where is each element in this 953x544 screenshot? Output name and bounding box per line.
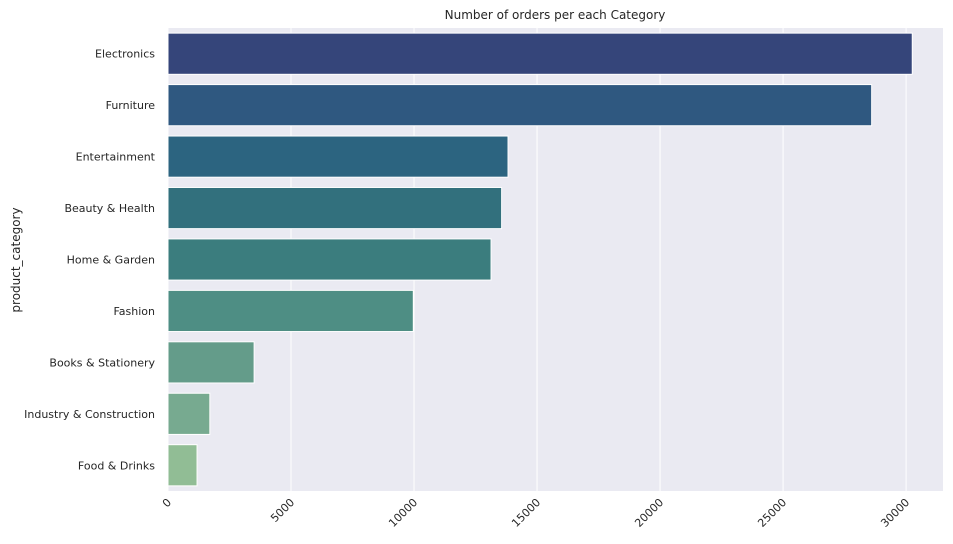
x-tick-label: 20000: [632, 496, 666, 530]
bar: [167, 444, 198, 487]
x-tick-label: 30000: [878, 496, 912, 530]
bar: [167, 341, 255, 384]
bar: [167, 135, 509, 178]
bars: [167, 32, 913, 487]
y-tick-label: Home & Garden: [67, 254, 155, 267]
bar: [167, 392, 211, 435]
y-axis-label: product_category: [9, 207, 23, 312]
y-tick-label: Food & Drinks: [78, 459, 155, 472]
bar: [167, 289, 414, 333]
x-tick-labels: 0 5000 10000 15000 20000 25000 30000: [160, 496, 912, 530]
x-tick-label: 25000: [755, 496, 789, 530]
y-tick-label: Beauty & Health: [64, 202, 155, 215]
y-tick-label: Books & Stationery: [49, 356, 155, 369]
y-tick-label: Fashion: [113, 305, 155, 318]
x-tick-label: 10000: [386, 496, 420, 530]
x-tick-label: 5000: [268, 496, 297, 525]
bar: [167, 186, 503, 230]
chart-title: Number of orders per each Category: [445, 8, 666, 22]
bar: [167, 84, 873, 127]
bar: [167, 238, 492, 281]
bar: [167, 32, 913, 75]
y-tick-label: Industry & Construction: [24, 408, 155, 421]
y-tick-label: Furniture: [106, 99, 156, 112]
x-tick-label: 0: [160, 496, 174, 510]
x-tick-label: 15000: [509, 496, 543, 530]
y-tick-label: Entertainment: [76, 151, 156, 164]
y-tick-labels: Electronics Furniture Entertainment Beauty …: [24, 48, 156, 473]
y-tick-label: Electronics: [95, 48, 155, 61]
